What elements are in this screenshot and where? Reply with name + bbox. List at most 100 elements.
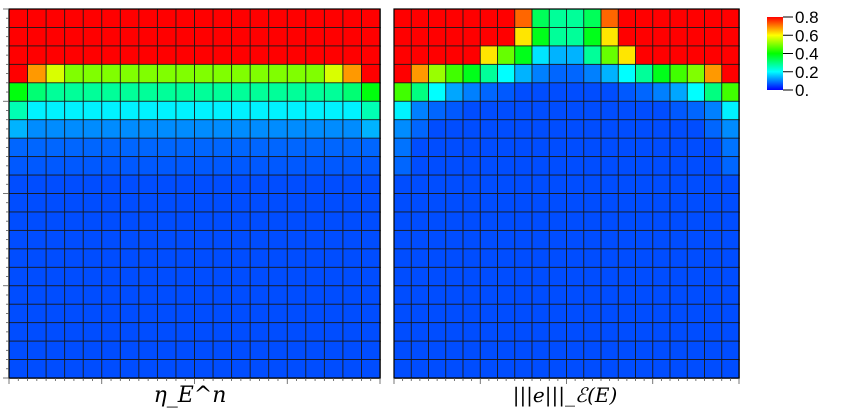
heatmap-cell xyxy=(286,100,307,121)
heatmap-cell xyxy=(428,27,447,47)
heatmap-cell xyxy=(305,211,326,232)
heatmap-cell xyxy=(548,359,568,379)
heatmap-cell xyxy=(268,248,289,269)
heatmap-cell xyxy=(231,322,251,342)
heatmap-cell xyxy=(156,285,177,305)
heatmap-cell xyxy=(548,45,568,66)
heatmap-cell xyxy=(652,193,671,213)
heatmap-cell xyxy=(323,174,344,195)
heatmap-cell xyxy=(583,266,602,287)
heatmap-cell xyxy=(323,156,344,176)
heatmap-cell xyxy=(45,211,66,232)
heatmap-cell xyxy=(82,266,103,287)
heatmap-cell xyxy=(428,359,447,379)
heatmap-cell xyxy=(249,82,270,103)
heatmap-cell xyxy=(175,229,196,250)
heatmap-cell xyxy=(138,211,159,232)
heatmap-cell xyxy=(8,359,29,379)
heatmap-cell xyxy=(231,8,251,29)
heatmap-cell xyxy=(175,8,196,29)
heatmap-cell xyxy=(286,211,307,232)
heatmap-cell xyxy=(305,285,326,305)
heatmap-cell xyxy=(268,322,289,342)
heatmap-cell xyxy=(268,82,289,103)
heatmap-cell xyxy=(514,119,533,139)
heatmap-cell xyxy=(686,137,706,158)
heatmap-cell xyxy=(462,285,481,305)
heatmap-cell xyxy=(101,340,122,361)
heatmap-cell xyxy=(428,266,447,287)
heatmap-cell xyxy=(410,359,430,379)
heatmap-cell xyxy=(393,359,412,379)
heatmap-cell xyxy=(704,340,723,361)
heatmap-cell xyxy=(721,63,740,84)
heatmap-cell xyxy=(635,340,654,361)
heatmap-cell xyxy=(231,119,251,139)
heatmap-cell xyxy=(583,303,602,324)
heatmap-cell xyxy=(27,119,47,139)
heatmap-cell xyxy=(548,119,568,139)
heatmap-cell xyxy=(194,63,214,84)
heatmap-cell xyxy=(175,285,196,305)
heatmap-cell xyxy=(600,45,619,66)
heatmap-cell xyxy=(286,322,307,342)
heatmap-cell xyxy=(462,359,481,379)
heatmap-cell xyxy=(64,340,84,361)
heatmap-cell xyxy=(361,63,381,84)
heatmap-cell xyxy=(231,359,251,379)
heatmap-cell xyxy=(175,359,196,379)
heatmap-cell xyxy=(704,8,723,29)
heatmap-cell xyxy=(64,8,84,29)
heatmap-cell xyxy=(156,193,177,213)
heatmap-cell xyxy=(548,137,568,158)
heatmap-cell xyxy=(686,322,706,342)
heatmap-cell xyxy=(268,156,289,176)
heatmap-cell xyxy=(82,8,103,29)
heatmap-cell xyxy=(531,156,550,176)
heatmap-cell xyxy=(497,303,516,324)
heatmap-cell xyxy=(82,82,103,103)
heatmap-cell xyxy=(635,82,654,103)
heatmap-cell xyxy=(514,303,533,324)
heatmap-cell xyxy=(8,27,29,47)
heatmap-cell xyxy=(669,156,688,176)
heatmap-cell xyxy=(194,45,214,66)
heatmap-cell xyxy=(445,174,464,195)
heatmap-cell xyxy=(410,211,430,232)
heatmap-cell xyxy=(268,193,289,213)
heatmap-cell xyxy=(27,229,47,250)
heatmap-cell xyxy=(45,174,66,195)
heatmap-cell xyxy=(531,266,550,287)
heatmap-cell xyxy=(514,248,533,269)
heatmap-cell xyxy=(583,211,602,232)
heatmap-cell xyxy=(212,100,233,121)
heatmap-cell xyxy=(514,266,533,287)
heatmap-cell xyxy=(156,63,177,84)
heatmap-cell xyxy=(175,27,196,47)
heatmap-cell xyxy=(175,340,196,361)
heatmap-cell xyxy=(175,193,196,213)
heatmap-cell xyxy=(27,266,47,287)
heatmap-cell xyxy=(497,174,516,195)
heatmap-cell xyxy=(531,359,550,379)
heatmap-cell xyxy=(64,322,84,342)
heatmap-cell xyxy=(268,8,289,29)
heatmap-cell xyxy=(82,45,103,66)
heatmap-cell xyxy=(342,63,363,84)
heatmap-cell xyxy=(101,266,122,287)
heatmap-cell xyxy=(286,82,307,103)
heatmap-cell xyxy=(617,359,637,379)
xlabel-estimator-text: η_E^n xyxy=(154,383,227,408)
heatmap-cell xyxy=(721,266,740,287)
xlabel-error-text: |||e|||_ℰ(E) xyxy=(513,383,618,408)
heatmap-cell xyxy=(8,137,29,158)
heatmap-cell xyxy=(64,45,84,66)
heatmap-cell xyxy=(27,27,47,47)
heatmap-cell xyxy=(268,137,289,158)
heatmap-cell xyxy=(635,211,654,232)
heatmap-cell xyxy=(175,322,196,342)
heatmap-cell xyxy=(101,193,122,213)
heatmap-cell xyxy=(462,100,481,121)
heatmap-cell xyxy=(305,359,326,379)
heatmap-cell xyxy=(635,303,654,324)
